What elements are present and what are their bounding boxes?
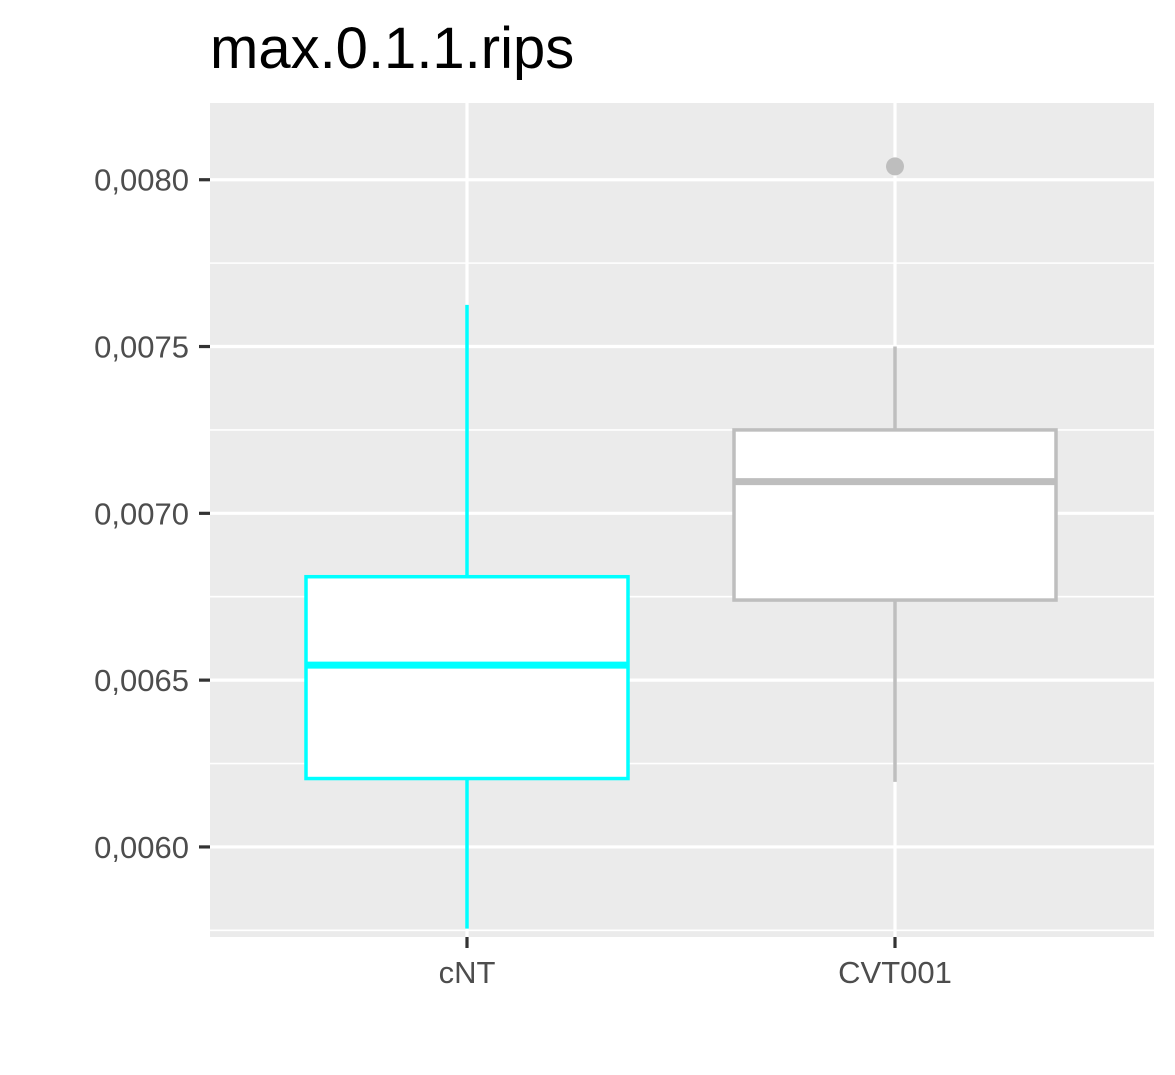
x-tick-label: cNT <box>439 955 496 990</box>
x-tick-label: CVT001 <box>838 955 952 990</box>
outlier-point <box>886 157 904 176</box>
box-iqr <box>304 574 630 781</box>
y-tick-label: 0,0065 <box>94 663 189 698</box>
box-CVT001 <box>732 157 1058 782</box>
chart-title: max.0.1.1.rips <box>210 16 574 81</box>
y-axis: 0,0060 0,0065 0,0070 0,0075 0,0080 <box>94 163 210 865</box>
box-iqr <box>732 428 1058 602</box>
boxes <box>304 157 1058 929</box>
x-axis: cNT CVT001 <box>439 937 952 990</box>
y-tick-label: 0,0060 <box>94 830 189 865</box>
y-tick-label: 0,0080 <box>94 163 189 198</box>
box-cNT <box>304 304 630 929</box>
y-tick-label: 0,0070 <box>94 496 189 531</box>
y-tick-label: 0,0075 <box>94 330 189 365</box>
